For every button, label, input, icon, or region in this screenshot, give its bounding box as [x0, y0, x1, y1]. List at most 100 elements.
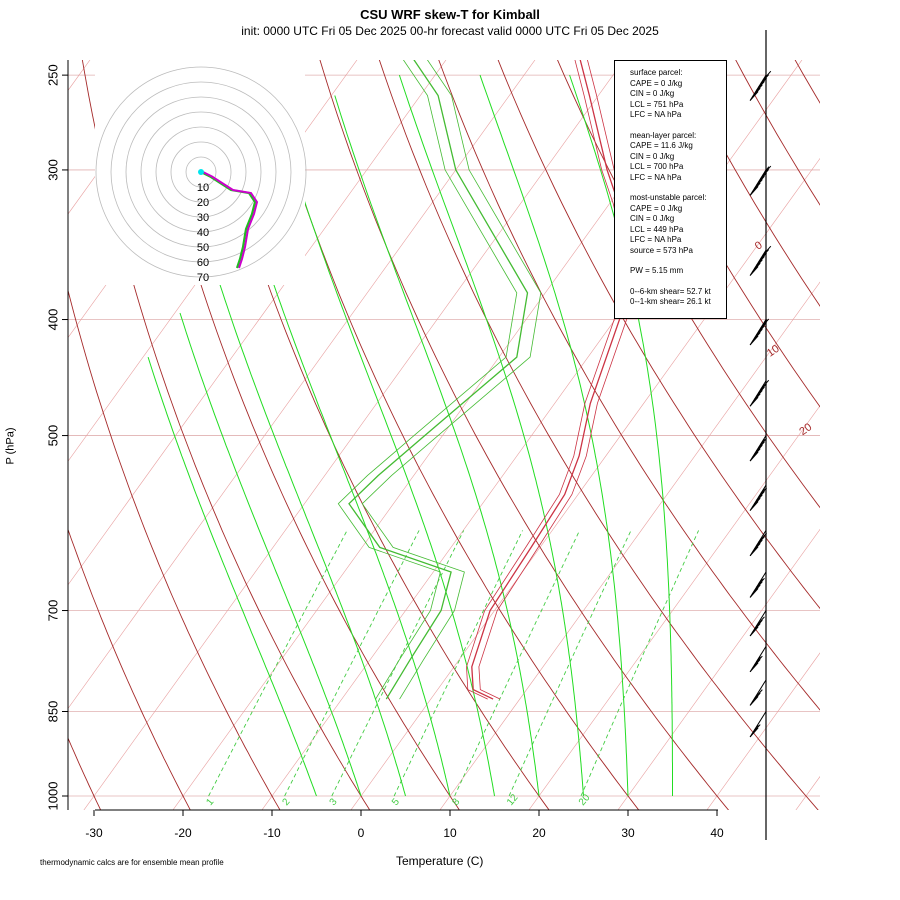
- footnote: thermodynamic calcs are for ensemble mea…: [40, 858, 224, 867]
- wind-barb-flag: [753, 84, 763, 95]
- isotherm-line: [617, 528, 820, 810]
- y-axis-label: P (hPa): [4, 427, 17, 465]
- wind-barb-flag: [758, 532, 767, 543]
- moist-adiabat-line: [147, 356, 317, 797]
- wind-barb-flag: [753, 581, 763, 591]
- wind-barb-flag: [760, 318, 770, 329]
- hodograph-ring: [170, 141, 232, 203]
- wind-barb-flag: [751, 623, 761, 633]
- hodograph-ring-label: 10: [197, 182, 209, 194]
- wind-barb-flag: [749, 91, 759, 101]
- dry-adiabat-line: [557, 60, 820, 509]
- wind-barb-flag: [762, 245, 772, 256]
- dewpoint-profile: [337, 60, 518, 700]
- mixing-ratio-line: [331, 530, 465, 797]
- wind-barb-flag: [758, 252, 767, 263]
- wind-barb: [749, 70, 772, 101]
- isotherm-line: [0, 0, 106, 821]
- wind-barb-flag: [758, 383, 767, 393]
- moist-adiabat-line: [213, 264, 406, 797]
- isotherm-line: [261, 60, 803, 810]
- hodograph-ring: [110, 81, 292, 263]
- wind-barb-flag: [749, 186, 759, 196]
- wind-barb-flag: [758, 172, 767, 183]
- dry-adiabat-line: [68, 288, 281, 810]
- dry-adiabat-line: [68, 737, 102, 810]
- hodograph-ring: [185, 156, 217, 188]
- wind-barb-flag: [762, 165, 772, 176]
- dry-adiabat-line: [438, 60, 820, 711]
- wind-barb-half-flag: [760, 438, 766, 445]
- mixed-cape: CAPE = 11.6 J/kg: [630, 141, 693, 150]
- mixing-ratio-label: 3: [328, 796, 340, 808]
- mixing-ratio-label: 5: [390, 796, 402, 808]
- wind-barb-flag: [753, 444, 763, 455]
- hodograph-ring-label: 40: [197, 227, 209, 239]
- wind-barb: [749, 245, 772, 276]
- surface-lfc: LFC = NA hPa: [630, 110, 682, 119]
- wind-barb-flag: [749, 727, 759, 738]
- wind-barb-flag: [758, 77, 767, 88]
- y-tick-label: 500: [45, 425, 60, 447]
- surface-cin: CIN = 0 J/kg: [630, 89, 675, 98]
- mixing-ratio-line: [208, 530, 348, 797]
- dewpoint-profile: [361, 60, 542, 700]
- x-tick-label: 30: [621, 826, 635, 840]
- x-tick-label: -20: [174, 826, 192, 840]
- mu-lcl: LCL = 449 hPa: [630, 224, 684, 234]
- dry-adiabat-line: [81, 60, 371, 810]
- y-tick-label: 400: [45, 309, 60, 331]
- wind-barb: [749, 379, 770, 407]
- mixing-ratio-label: 8: [450, 796, 462, 808]
- hodograph-trace: [202, 171, 259, 269]
- wind-barb-flag: [753, 494, 763, 505]
- wind-barb-flag: [751, 543, 761, 553]
- dewpoint-profile: [348, 60, 529, 700]
- x-tick-label: 0: [358, 826, 365, 840]
- moist-adiabat-line: [249, 211, 451, 797]
- mu-cape: CAPE = 0 J/kg: [630, 203, 683, 213]
- isotherm-line: [83, 60, 625, 810]
- hodograph-ring: [125, 96, 277, 248]
- wind-barb-flag: [751, 393, 761, 404]
- wind-barb-flag: [749, 662, 759, 673]
- wind-barb-flag: [749, 266, 759, 276]
- wind-barb-flag: [751, 724, 761, 734]
- wind-barb: [749, 646, 767, 673]
- isotherm-label: -10: [805, 37, 825, 56]
- dry-adiabat-line: [319, 60, 730, 810]
- wind-barb-half-flag: [758, 578, 763, 585]
- hodograph-ring-label: 50: [197, 242, 209, 254]
- wind-barb-flag: [751, 448, 761, 458]
- isotherm-line: [350, 157, 820, 810]
- wind-barb-flag: [756, 256, 765, 266]
- x-tick-label: 20: [532, 826, 546, 840]
- wind-barb-flag: [749, 546, 759, 557]
- precipitable-water: PW = 5.15 mm: [630, 266, 684, 275]
- y-tick-label: 250: [45, 64, 60, 86]
- mixing-ratio-label: 1: [204, 796, 216, 808]
- isotherm-line: [706, 652, 820, 810]
- wind-barb-flag: [751, 584, 761, 595]
- y-tick-label: 700: [45, 600, 60, 622]
- x-tick-label: 10: [443, 826, 457, 840]
- wind-barb: [749, 571, 767, 598]
- dry-adiabat-line: [794, 60, 820, 104]
- wind-barb-flag: [749, 451, 759, 462]
- wind-barb-flag: [749, 335, 759, 346]
- wind-barb-flag: [756, 175, 765, 186]
- x-tick-label: -10: [263, 826, 281, 840]
- isotherm-line: [0, 0, 17, 821]
- shear-0-6km: 0--6-km shear= 52.7 kt: [630, 286, 711, 296]
- hodograph-ring-label: 20: [197, 197, 209, 209]
- mixed-cin: CIN = 0 J/kg: [630, 151, 675, 161]
- mixed-title: mean-layer parcel:: [630, 130, 697, 140]
- wind-barb-flag: [756, 386, 765, 397]
- hodograph-ring-label: 70: [197, 272, 209, 284]
- mu-cin: CIN = 0 J/kg: [630, 214, 675, 223]
- moist-adiabat-line: [398, 74, 584, 797]
- wind-barb: [749, 318, 770, 346]
- isotherm-line: [795, 776, 820, 810]
- y-tick-label: 300: [45, 159, 60, 181]
- isotherm-line: [439, 281, 820, 810]
